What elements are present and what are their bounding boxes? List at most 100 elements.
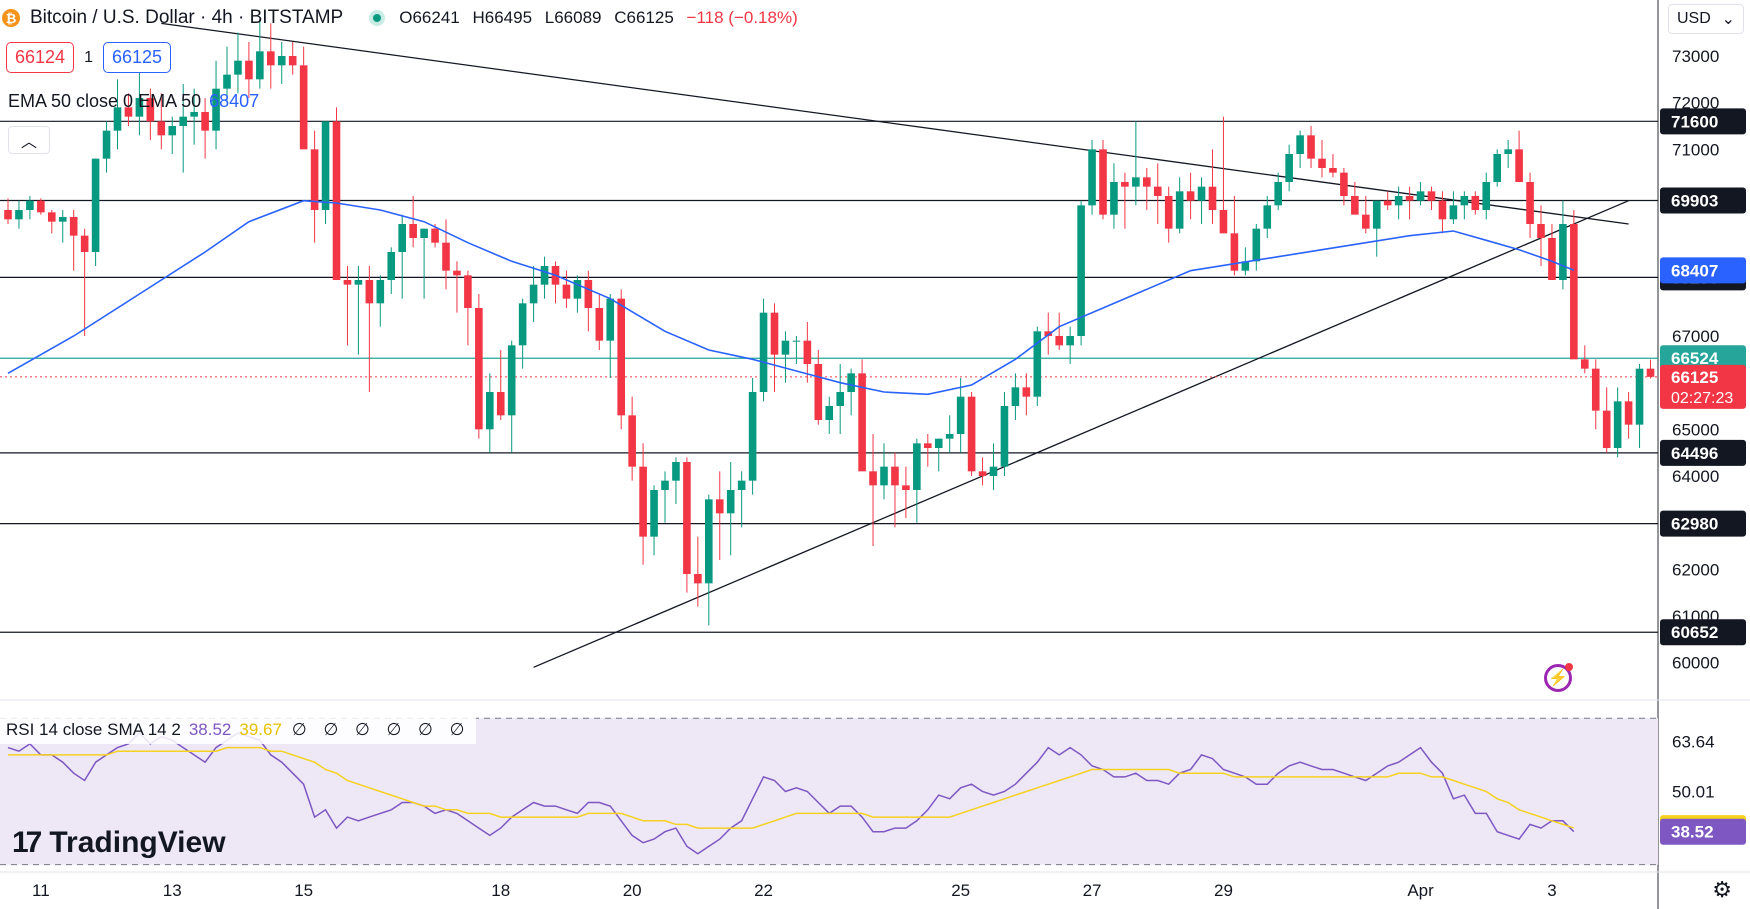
last-price-tag-bg <box>1660 364 1746 409</box>
candle-body <box>310 149 319 210</box>
candle-body <box>234 60 242 75</box>
candle-body <box>989 466 998 476</box>
candle-body <box>825 406 834 420</box>
candle-body <box>80 235 89 252</box>
candle-body <box>1591 368 1600 411</box>
candle-body <box>1570 224 1578 360</box>
candle-body <box>157 121 166 136</box>
candle-body <box>1285 154 1293 182</box>
candle-body <box>573 280 582 299</box>
candle-body <box>1613 401 1622 448</box>
tv-mark-icon: 17 <box>12 826 42 859</box>
currency-label: USD <box>1677 10 1711 27</box>
candle-body <box>1482 182 1491 210</box>
candle-body <box>288 56 297 66</box>
alert-bolt-icon[interactable]: ⚡ <box>1544 663 1573 692</box>
candle-body <box>15 210 23 220</box>
candle-body <box>1351 196 1359 215</box>
price-tick-label-2: 71000 <box>1672 140 1719 159</box>
countdown-tag: 02:27:23 <box>1671 390 1733 407</box>
candle-body <box>179 116 187 126</box>
candle-body <box>617 298 625 416</box>
symbol-title[interactable]: Bitcoin / U.S. Dollar · 4h · BITSTAMP <box>30 7 344 28</box>
collapse-legend-button[interactable]: ︿ <box>8 126 50 154</box>
candle-body <box>1460 196 1469 206</box>
candle-body <box>168 126 177 136</box>
rsi-sma-line <box>8 746 1575 829</box>
order-quantity[interactable]: 1 <box>84 48 93 66</box>
price-tick-label-1: 72000 <box>1672 94 1719 113</box>
candle-body <box>1394 196 1403 206</box>
time-tick-label-7: 27 <box>1083 881 1102 900</box>
rsi-tick-label-1: 50.01 <box>1672 782 1715 801</box>
chevron-up-icon: ︿ <box>20 134 37 151</box>
time-tick-label-0: 11 <box>32 881 50 900</box>
bid-ask-panel: 66124 1 66125 <box>6 42 172 73</box>
sell-button[interactable]: 66124 <box>6 42 75 73</box>
currency-selector[interactable]: USD ⌄ <box>1668 4 1744 34</box>
candle-body <box>1219 210 1228 234</box>
level-tag-4-bg <box>1660 439 1746 466</box>
chart-header: ₿ Bitcoin / U.S. Dollar · 4h · BITSTAMP … <box>0 0 806 36</box>
candle-body <box>245 60 253 80</box>
candle-body <box>321 121 330 210</box>
candle-body <box>1471 196 1480 210</box>
candle-body <box>201 112 209 131</box>
candle-body <box>1263 205 1272 229</box>
price-tick-label-4: 65000 <box>1672 420 1719 439</box>
candle-body <box>1504 149 1512 154</box>
candle-body <box>540 266 549 285</box>
settings-gear-icon[interactable]: ⚙ <box>1712 877 1732 902</box>
candle-body <box>464 275 472 308</box>
candle-body <box>1318 158 1326 168</box>
level-tag-0: 71600 <box>1671 112 1718 131</box>
ohlc-close: C66125 <box>614 8 674 27</box>
candle-body <box>1252 228 1261 262</box>
candle-body <box>1624 401 1633 425</box>
candle-body <box>847 373 855 392</box>
candle-body <box>1372 200 1381 229</box>
level-tag-6-bg <box>1660 619 1746 646</box>
trendline-0 <box>161 22 1629 225</box>
candle-body <box>639 466 647 537</box>
candle-body <box>1241 261 1250 271</box>
candle-body <box>770 312 779 355</box>
candle-body <box>496 392 505 416</box>
price-tick-label-5: 64000 <box>1672 467 1719 486</box>
candle-body <box>781 340 790 355</box>
candle-body <box>1526 182 1534 224</box>
candle-body <box>256 51 264 80</box>
candle-body <box>913 443 921 490</box>
candle-body <box>223 74 231 89</box>
candle-body <box>1033 331 1042 397</box>
level-tag-3: 66524 <box>1671 349 1719 368</box>
candle-body <box>48 212 56 222</box>
candle-body <box>507 345 516 416</box>
market-open-icon <box>369 10 386 26</box>
candle-body <box>1427 191 1436 201</box>
buy-button[interactable]: 66125 <box>102 42 172 73</box>
level-tag-5: 62980 <box>1671 515 1718 534</box>
time-tick-label-6: 25 <box>951 881 970 900</box>
candle-body <box>694 574 702 584</box>
candle-body <box>135 98 144 117</box>
rsi-value-tag-bg <box>1660 818 1746 845</box>
ema-legend[interactable]: EMA 50 close 0 EMA 50 68407 <box>8 91 259 112</box>
candle-body <box>442 242 450 271</box>
price-tick-label-0: 73000 <box>1672 47 1719 66</box>
candle-body <box>486 392 494 430</box>
candle-body <box>124 107 133 117</box>
candle-body <box>1515 149 1523 182</box>
candle-body <box>1559 224 1567 280</box>
candle-body <box>1066 336 1074 346</box>
candle-body <box>1011 387 1020 406</box>
candle-body <box>453 270 461 276</box>
candle-body <box>683 462 691 574</box>
rsi-legend[interactable]: RSI 14 close SMA 14 2 38.52 39.67 ∅ ∅ ∅ … <box>0 716 477 744</box>
rsi-value-tag: 38.52 <box>1671 823 1714 842</box>
candle-body <box>606 298 615 341</box>
ohlc-low: L66089 <box>544 8 602 27</box>
ema-legend-value: 68407 <box>209 91 260 111</box>
candle-body <box>277 56 286 66</box>
